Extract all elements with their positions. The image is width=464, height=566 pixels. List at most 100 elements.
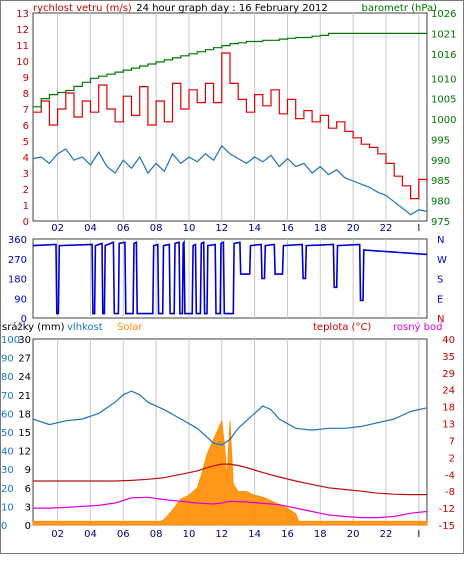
direction-degree-label: 180 bbox=[8, 275, 27, 286]
pressure-tick-label: 975 bbox=[431, 217, 450, 228]
wind-speed-tick-label: 3 bbox=[23, 169, 29, 180]
dewpoint-line bbox=[33, 496, 428, 519]
chart-title: 24 hour graph day : 16 February 2012 bbox=[136, 3, 327, 14]
temperature-tick-label: -15 bbox=[439, 521, 455, 532]
wind-series bbox=[32, 32, 428, 216]
compass-label: E bbox=[437, 294, 443, 305]
rain-tick-label: 9 bbox=[25, 465, 31, 476]
time-tick-label: I bbox=[417, 529, 420, 540]
wind-speed-tick-label: 10 bbox=[16, 57, 29, 68]
rain-tick-label: 24 bbox=[18, 372, 31, 383]
wind-speed-tick-label: 5 bbox=[23, 137, 29, 148]
rain-tick-label: 3 bbox=[25, 502, 31, 513]
pressure-tick-label: 1010 bbox=[431, 74, 456, 85]
humidity-tick-label: 100 bbox=[1, 335, 20, 346]
wind-pressure-chart: rychlost vetru (m/s) 24 hour graph day :… bbox=[16, 3, 456, 234]
humidity-tick-label: 0 bbox=[1, 521, 7, 532]
rain-tick-label: 0 bbox=[25, 521, 31, 532]
time-tick-label: 20 bbox=[347, 529, 360, 540]
temperature-ticks: -15 -12 -8 -4 2 7 13 18 24 29 35 40 bbox=[439, 335, 455, 532]
dewpoint-axis-label: rosný bod bbox=[393, 321, 442, 333]
humidity-line bbox=[32, 390, 428, 446]
wind-speed-tick-label: 2 bbox=[23, 185, 29, 196]
pressure-tick-label: 1026 bbox=[431, 9, 456, 20]
time-tick-label: 12 bbox=[215, 223, 228, 234]
direction-degree-label: 360 bbox=[8, 235, 27, 246]
pressure-axis-label: barometr (hPa) bbox=[362, 3, 438, 14]
pressure-tick-label: 985 bbox=[431, 176, 450, 187]
pressure-tick-label: 995 bbox=[431, 135, 450, 146]
temperature-humidity-chart: srážky (mm) vlhkost Solar teplota (°C) r… bbox=[1, 321, 455, 540]
wind-gust-line bbox=[33, 52, 428, 200]
humidity-tick-label: 80 bbox=[1, 372, 14, 383]
temperature-series bbox=[32, 390, 428, 526]
time-tick-label: 16 bbox=[281, 529, 294, 540]
temperature-tick-label: 13 bbox=[442, 420, 455, 431]
rain-tick-label: 18 bbox=[18, 409, 31, 420]
humidity-axis-label: vlhkost bbox=[67, 322, 103, 333]
humidity-tick-label: 30 bbox=[1, 465, 14, 476]
compass-label: W bbox=[437, 255, 447, 266]
rain-tick-label: 21 bbox=[18, 391, 31, 402]
humidity-tick-label: 10 bbox=[1, 502, 14, 513]
pressure-tick-label: 1005 bbox=[431, 95, 456, 106]
time-tick-label: I bbox=[417, 223, 420, 234]
time-tick-label: 18 bbox=[314, 529, 327, 540]
time-tick-label: 22 bbox=[380, 529, 393, 540]
pressure-tick-label: 980 bbox=[431, 197, 450, 208]
time-tick-label: 14 bbox=[248, 529, 261, 540]
time-tick-label: 04 bbox=[84, 223, 97, 234]
wind-direction-line bbox=[32, 239, 428, 315]
rain-tick-label: 6 bbox=[25, 484, 31, 495]
time-tick-label: 12 bbox=[215, 529, 228, 540]
temperature-grid bbox=[57, 339, 420, 525]
rain-tick-label: 15 bbox=[18, 428, 31, 439]
time-ticks-top: 02 04 06 08 10 12 14 16 18 20 22 I bbox=[51, 223, 420, 234]
temperature-tick-label: -12 bbox=[439, 504, 455, 515]
rain-tick-label: 30 bbox=[18, 335, 31, 346]
rain-tick-label: 12 bbox=[18, 447, 31, 458]
wind-speed-tick-label: 7 bbox=[23, 105, 29, 116]
solar-axis-label: Solar bbox=[117, 322, 143, 333]
wind-speed-tick-label: 6 bbox=[23, 121, 29, 132]
wind-speed-tick-label: 1 bbox=[23, 201, 29, 212]
temperature-tick-label: 29 bbox=[442, 369, 455, 380]
direction-degree-label: 90 bbox=[14, 294, 27, 305]
wind-average-line bbox=[32, 144, 428, 216]
humidity-tick-label: 20 bbox=[1, 484, 14, 495]
wind-speed-tick-label: 0 bbox=[23, 217, 29, 228]
pressure-tick-label: 990 bbox=[431, 156, 450, 167]
direction-degree-label: 270 bbox=[8, 255, 27, 266]
pressure-tick-label: 1000 bbox=[431, 115, 456, 126]
rain-axis-label: srážky (mm) bbox=[2, 321, 65, 333]
humidity-tick-label: 50 bbox=[1, 428, 14, 439]
time-tick-label: 06 bbox=[117, 529, 130, 540]
time-tick-label: 02 bbox=[51, 529, 64, 540]
time-tick-label: 16 bbox=[281, 223, 294, 234]
temperature-axis-label: teplota (°C) bbox=[313, 322, 371, 333]
humidity-tick-label: 70 bbox=[1, 391, 14, 402]
wind-speed-tick-label: 12 bbox=[16, 25, 29, 36]
direction-plot-area bbox=[32, 238, 428, 319]
temperature-tick-label: 7 bbox=[449, 436, 455, 447]
rain-ticks: 0 3 6 9 12 15 18 21 24 27 30 bbox=[18, 335, 31, 532]
humidity-tick-label: 60 bbox=[1, 409, 14, 420]
time-ticks-bottom: 02 04 06 08 10 12 14 16 18 20 22 I bbox=[51, 529, 420, 540]
pressure-tick-label: 1021 bbox=[431, 29, 456, 40]
temperature-tick-label: 35 bbox=[442, 352, 455, 363]
time-tick-label: 18 bbox=[314, 223, 327, 234]
wind-speed-tick-label: 11 bbox=[16, 41, 29, 52]
direction-degree-label: 0 bbox=[21, 314, 27, 325]
wind-speed-axis-label: rychlost vetru (m/s) bbox=[33, 3, 132, 14]
temperature-line bbox=[33, 463, 427, 496]
wind-speed-tick-label: 9 bbox=[23, 73, 29, 84]
wind-plot-area bbox=[32, 12, 428, 222]
time-tick-label: 02 bbox=[51, 223, 64, 234]
compass-label: S bbox=[437, 275, 443, 286]
temperature-tick-label: -8 bbox=[445, 487, 455, 498]
time-tick-label: 10 bbox=[183, 223, 196, 234]
time-tick-label: 20 bbox=[347, 223, 360, 234]
